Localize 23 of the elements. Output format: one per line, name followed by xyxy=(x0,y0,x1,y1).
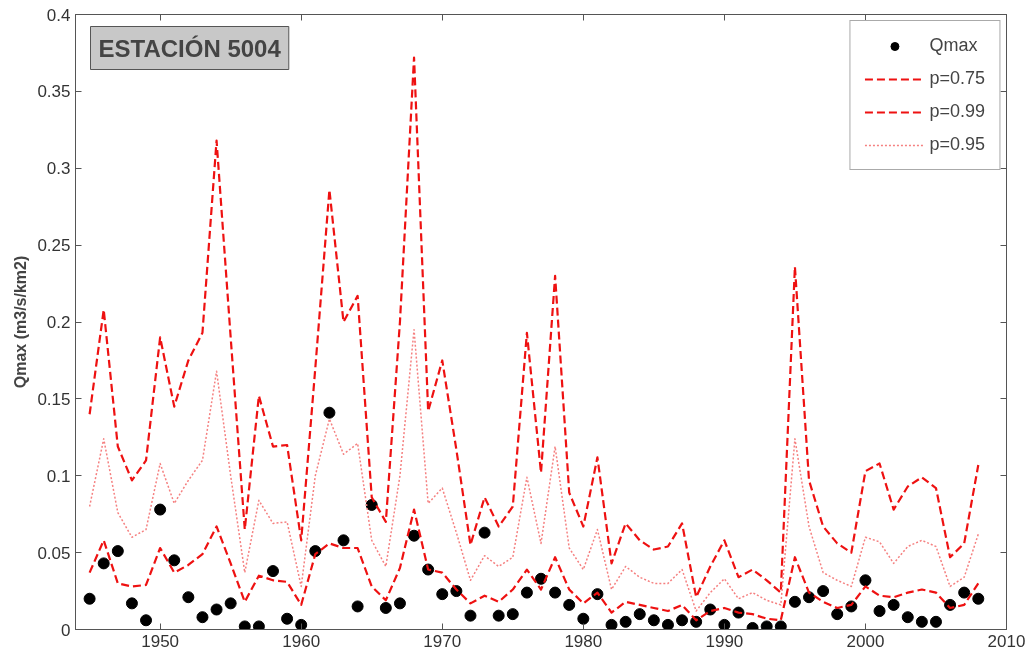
text: ESTACIÓN 5004 xyxy=(98,34,282,62)
y-tick-label: 0.2 xyxy=(46,313,71,332)
y-tick-label: 0.3 xyxy=(46,159,71,179)
y-tick-label: 0 xyxy=(61,620,71,640)
legend-label: p=0.99 xyxy=(929,101,985,122)
y-tick-label: 0.35 xyxy=(37,82,71,102)
x-tick-label: 1990 xyxy=(705,631,744,651)
y-tick-label: 0.1 xyxy=(46,466,71,486)
x-tick-label: 1950 xyxy=(141,631,180,651)
y-axis-title: Qmax (m3/s/km2) xyxy=(12,255,30,389)
x-tick-label: 1980 xyxy=(564,631,603,651)
x-tick-label: 2010 xyxy=(987,631,1026,651)
line-series xyxy=(88,328,980,612)
x-tick-label: 2000 xyxy=(846,631,885,651)
y-tick-label: 0.4 xyxy=(46,5,71,25)
legend-label: p=0.75 xyxy=(929,68,985,89)
x-tick-label: 1970 xyxy=(423,631,462,651)
y-tick-label: 0.15 xyxy=(37,389,71,409)
y-tick-label: 0.25 xyxy=(37,236,71,256)
y-tick-label: 0.05 xyxy=(37,543,71,563)
legend-label: Qmax xyxy=(929,35,978,56)
x-tick-label: 1960 xyxy=(282,631,321,651)
legend-label: p=0.95 xyxy=(929,134,985,155)
